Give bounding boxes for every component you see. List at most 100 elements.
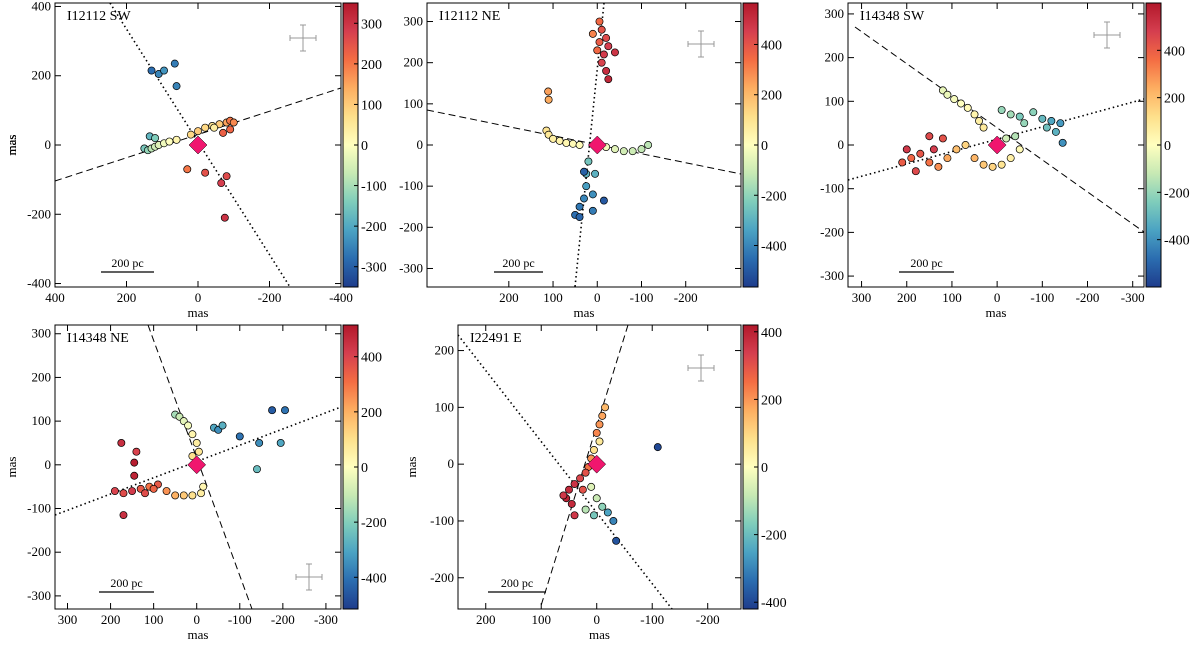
data-point bbox=[1020, 119, 1029, 128]
scale-label: 200 pc bbox=[111, 256, 143, 270]
data-point bbox=[997, 106, 1006, 114]
colorbar-tick-label: 0 bbox=[761, 139, 768, 154]
data-point bbox=[210, 123, 219, 132]
y-tick-label: 0 bbox=[448, 456, 455, 471]
x-tick-label: -200 bbox=[674, 290, 698, 305]
data-point bbox=[117, 439, 126, 447]
data-point bbox=[141, 489, 149, 498]
source-marker bbox=[587, 135, 607, 155]
x-tick-label: 0 bbox=[594, 290, 601, 305]
y-tick-label: -300 bbox=[820, 268, 844, 283]
x-tick-label: 100 bbox=[942, 290, 962, 305]
data-point bbox=[952, 145, 961, 154]
data-point bbox=[588, 190, 597, 199]
colorbar-tick-label: -400 bbox=[1164, 234, 1190, 249]
data-point bbox=[194, 127, 202, 136]
y-tick-label: 0 bbox=[45, 137, 52, 152]
colorbar-tick-label: 300 bbox=[361, 17, 382, 32]
data-point bbox=[961, 141, 970, 149]
data-point bbox=[1047, 117, 1056, 125]
data-point bbox=[595, 420, 604, 429]
data-point bbox=[184, 421, 193, 430]
y-tick-label: -400 bbox=[27, 276, 51, 291]
data-point bbox=[1015, 112, 1024, 121]
data-point bbox=[595, 38, 604, 47]
data-point bbox=[588, 29, 597, 38]
colorbar-tick-label: 200 bbox=[761, 393, 782, 408]
y-tick-label: 100 bbox=[435, 399, 455, 414]
dashed-line bbox=[854, 26, 1145, 233]
data-point bbox=[172, 135, 181, 144]
colorbar-tick-label: 400 bbox=[761, 326, 782, 341]
data-point bbox=[199, 482, 208, 491]
data-point bbox=[149, 484, 158, 493]
panel: 200 100 0 -100 -200 -200 -100 0 100 200 mas mas 200 … bbox=[404, 324, 787, 642]
data-point bbox=[192, 439, 201, 447]
data-point bbox=[1058, 138, 1067, 147]
data-point bbox=[1051, 127, 1060, 136]
colorbar-tick-label: 0 bbox=[1164, 139, 1171, 154]
data-point bbox=[604, 75, 613, 84]
colorbar-tick-label: 400 bbox=[761, 38, 782, 53]
y-tick-label: -200 bbox=[820, 224, 844, 239]
x-tick-label: 100 bbox=[144, 612, 164, 627]
data-point bbox=[555, 136, 564, 145]
scale-label: 200 pc bbox=[502, 256, 534, 270]
x-tick-label: 0 bbox=[193, 612, 200, 627]
data-point bbox=[229, 118, 238, 127]
panel: 300 200 100 0 -100 -200 -300-300-200-100010020… bbox=[4, 2, 1190, 320]
plot-frame bbox=[426, 2, 742, 288]
data-point bbox=[147, 66, 156, 75]
data-point bbox=[938, 134, 947, 143]
data-point bbox=[179, 491, 188, 500]
data-point bbox=[220, 213, 229, 222]
panel: 400 200 0 -200 -400 -400 -200 0 200 400 mas mas 200 … bbox=[4, 0, 387, 320]
source-marker bbox=[587, 454, 607, 474]
data-point bbox=[582, 182, 591, 191]
y-tick-label: 0 bbox=[45, 457, 52, 472]
data-point bbox=[1056, 119, 1065, 128]
colorbar-tick-label: -400 bbox=[361, 571, 387, 586]
data-point bbox=[549, 134, 557, 143]
error-cross bbox=[687, 30, 715, 58]
data-point bbox=[1006, 110, 1015, 119]
y-tick-label: 200 bbox=[32, 68, 52, 83]
data-point bbox=[188, 491, 197, 500]
x-tick-label: 200 bbox=[101, 612, 121, 627]
data-point bbox=[1006, 154, 1015, 163]
x-tick-label: -100 bbox=[228, 612, 252, 627]
colorbar-tick-label: 0 bbox=[361, 139, 368, 154]
data-point bbox=[979, 160, 988, 169]
data-point bbox=[151, 134, 160, 143]
data-point bbox=[597, 58, 606, 67]
data-point bbox=[603, 508, 612, 517]
data-point bbox=[612, 536, 621, 545]
x-tick-label: 300 bbox=[58, 612, 78, 627]
data-point bbox=[576, 474, 585, 483]
data-point bbox=[188, 452, 197, 461]
data-point bbox=[590, 511, 598, 520]
data-point bbox=[975, 117, 984, 125]
y-tick-label: 0 bbox=[417, 137, 424, 152]
data-point bbox=[130, 458, 139, 467]
colorbar-tick-label: 0 bbox=[761, 461, 768, 476]
data-point bbox=[604, 42, 613, 51]
data-point bbox=[943, 90, 952, 99]
data-point bbox=[165, 137, 174, 146]
x-tick-label: -100 bbox=[640, 612, 664, 627]
data-point bbox=[255, 439, 264, 447]
data-point bbox=[898, 158, 907, 167]
data-point bbox=[1029, 108, 1038, 117]
x-tick-label: 0 bbox=[994, 290, 1001, 305]
data-point bbox=[183, 165, 192, 174]
error-cross bbox=[687, 354, 715, 382]
y-tick-label: 400 bbox=[32, 0, 52, 13]
data-point bbox=[580, 167, 588, 176]
data-point bbox=[128, 487, 137, 495]
data-point bbox=[602, 66, 611, 75]
panel: 200 100 0 -100 -200 -300 -200 -100 0 100 200 300 mas… bbox=[4, 2, 787, 320]
y-tick-label: -200 bbox=[399, 219, 423, 234]
colorbar-tick-label: -300 bbox=[361, 261, 387, 276]
data-point bbox=[963, 103, 972, 112]
